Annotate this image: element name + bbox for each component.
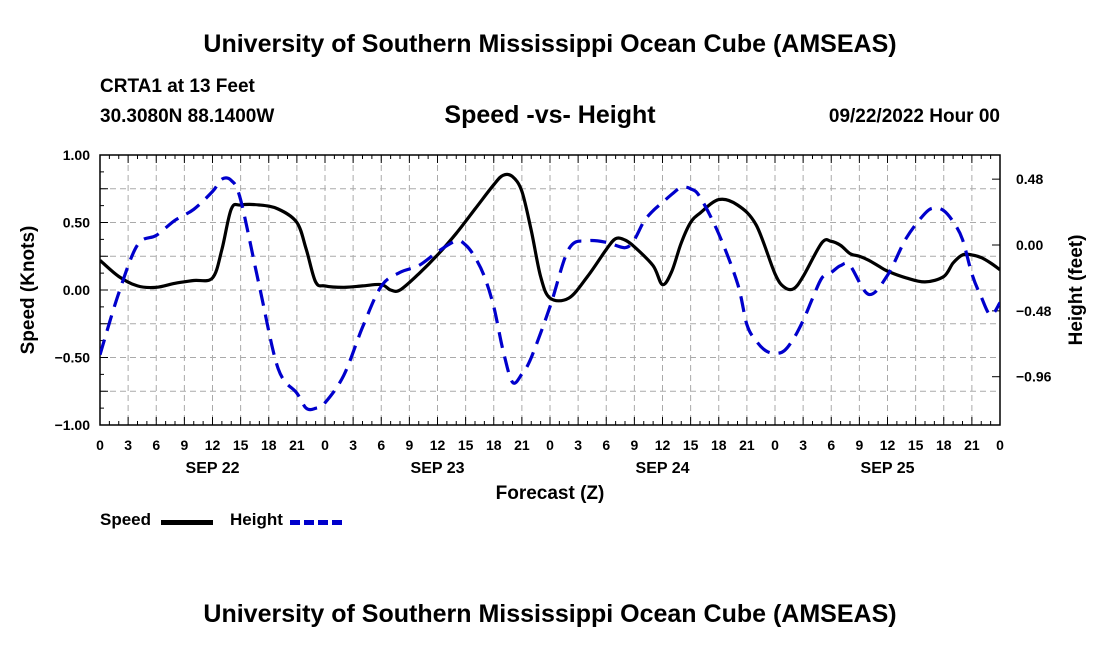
y-left-tick-label: 0.00 (63, 282, 90, 298)
y-right-axis-title: Height (feet) (1066, 235, 1087, 346)
x-tick-label: 0 (771, 437, 779, 453)
x-tick-label: 12 (430, 437, 446, 453)
x-tick-label: 0 (546, 437, 554, 453)
chart-subtitle: Speed -vs- Height (444, 101, 656, 129)
x-tick-label: 18 (711, 437, 727, 453)
x-tick-label: 12 (880, 437, 896, 453)
y-right-tick-label: 0.48 (1016, 171, 1043, 187)
day-label: SEP 25 (861, 460, 915, 477)
y-right-tick-label: −0.48 (1016, 303, 1052, 319)
x-tick-label: 18 (261, 437, 277, 453)
x-tick-label: 6 (152, 437, 160, 453)
y-left-tick-label: 0.50 (63, 215, 90, 231)
x-tick-label: 12 (205, 437, 221, 453)
x-tick-label: 6 (827, 437, 835, 453)
legend-height-label: Height (230, 510, 283, 529)
location-label: 30.3080N 88.1400W (100, 106, 275, 127)
x-tick-label: 21 (964, 437, 980, 453)
y-left-tick-label: −0.50 (55, 350, 91, 366)
x-tick-label: 0 (321, 437, 329, 453)
y-right-tick-label: −0.96 (1016, 369, 1052, 385)
x-tick-label: 6 (602, 437, 610, 453)
x-tick-label: 21 (514, 437, 530, 453)
x-tick-label: 0 (96, 437, 104, 453)
x-tick-label: 15 (683, 437, 699, 453)
x-tick-label: 9 (630, 437, 638, 453)
x-tick-label: 9 (855, 437, 863, 453)
x-tick-label: 6 (377, 437, 385, 453)
legend-speed-label: Speed (100, 510, 152, 529)
x-tick-label: 21 (289, 437, 305, 453)
y-left-tick-label: 1.00 (63, 147, 90, 163)
legend-height-swatch (290, 520, 342, 525)
day-label: SEP 23 (411, 460, 465, 477)
day-label: SEP 22 (186, 460, 240, 477)
station-label: CRTA1 at 13 Feet (100, 76, 255, 97)
chart-main-title: University of Southern Mississippi Ocean… (203, 30, 897, 58)
footer-title: University of Southern Mississippi Ocean… (203, 600, 897, 628)
x-tick-label: 18 (486, 437, 502, 453)
x-tick-label: 3 (574, 437, 582, 453)
y-right-tick-label: 0.00 (1016, 237, 1043, 253)
y-left-axis-title: Speed (Knots) (18, 226, 39, 355)
date-hour-label: 09/22/2022 Hour 00 (828, 106, 1000, 127)
legend-speed-swatch (161, 520, 213, 525)
x-tick-label: 0 (996, 437, 1004, 453)
y-left-tick-label: −1.00 (55, 417, 91, 433)
x-tick-label: 21 (739, 437, 755, 453)
x-tick-label: 9 (405, 437, 413, 453)
x-tick-label: 15 (908, 437, 924, 453)
x-tick-label: 3 (349, 437, 357, 453)
x-tick-label: 15 (458, 437, 474, 453)
x-tick-label: 18 (936, 437, 952, 453)
x-axis-title: Forecast (Z) (496, 483, 605, 504)
series-line-height (100, 176, 1000, 412)
series-line-speed (100, 172, 1000, 303)
day-label: SEP 24 (636, 460, 690, 477)
x-tick-label: 15 (233, 437, 249, 453)
x-tick-label: 12 (655, 437, 671, 453)
x-tick-label: 9 (180, 437, 188, 453)
x-tick-label: 3 (799, 437, 807, 453)
x-tick-label: 3 (124, 437, 132, 453)
